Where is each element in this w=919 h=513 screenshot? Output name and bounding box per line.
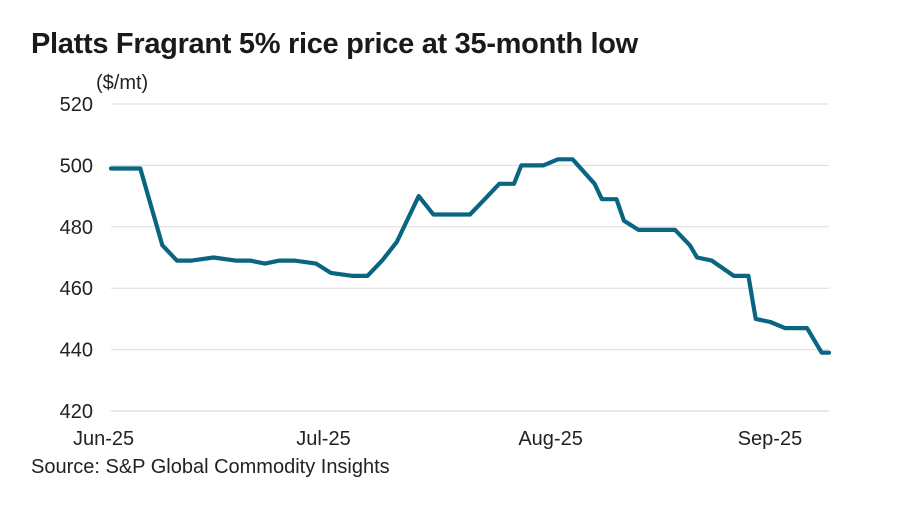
gridlines [111, 103, 829, 412]
y-axis-ticks: 420 440 460 480 500 520 [60, 94, 93, 423]
y-tick-label: 460 [60, 278, 93, 300]
y-tick-label: 520 [60, 94, 93, 116]
y-tick-label: 420 [60, 401, 93, 423]
price-series-line [108, 157, 832, 355]
chart-title: Platts Fragrant 5% rice price at 35-mont… [31, 28, 638, 60]
y-tick-label: 440 [60, 340, 93, 362]
y-axis-unit-label: ($/mt) [96, 72, 149, 94]
source-note: Source: S&P Global Commodity Insights [31, 456, 390, 478]
x-tick-label: Aug-25 [518, 428, 583, 450]
y-tick-label: 480 [60, 217, 93, 239]
x-tick-label: Jun-25 [73, 428, 134, 450]
y-tick-label: 500 [60, 155, 93, 177]
x-axis-ticks: Jun-25 Jul-25 Aug-25 Sep-25 [73, 428, 802, 450]
x-tick-label: Sep-25 [738, 428, 803, 450]
x-tick-label: Jul-25 [296, 428, 350, 450]
